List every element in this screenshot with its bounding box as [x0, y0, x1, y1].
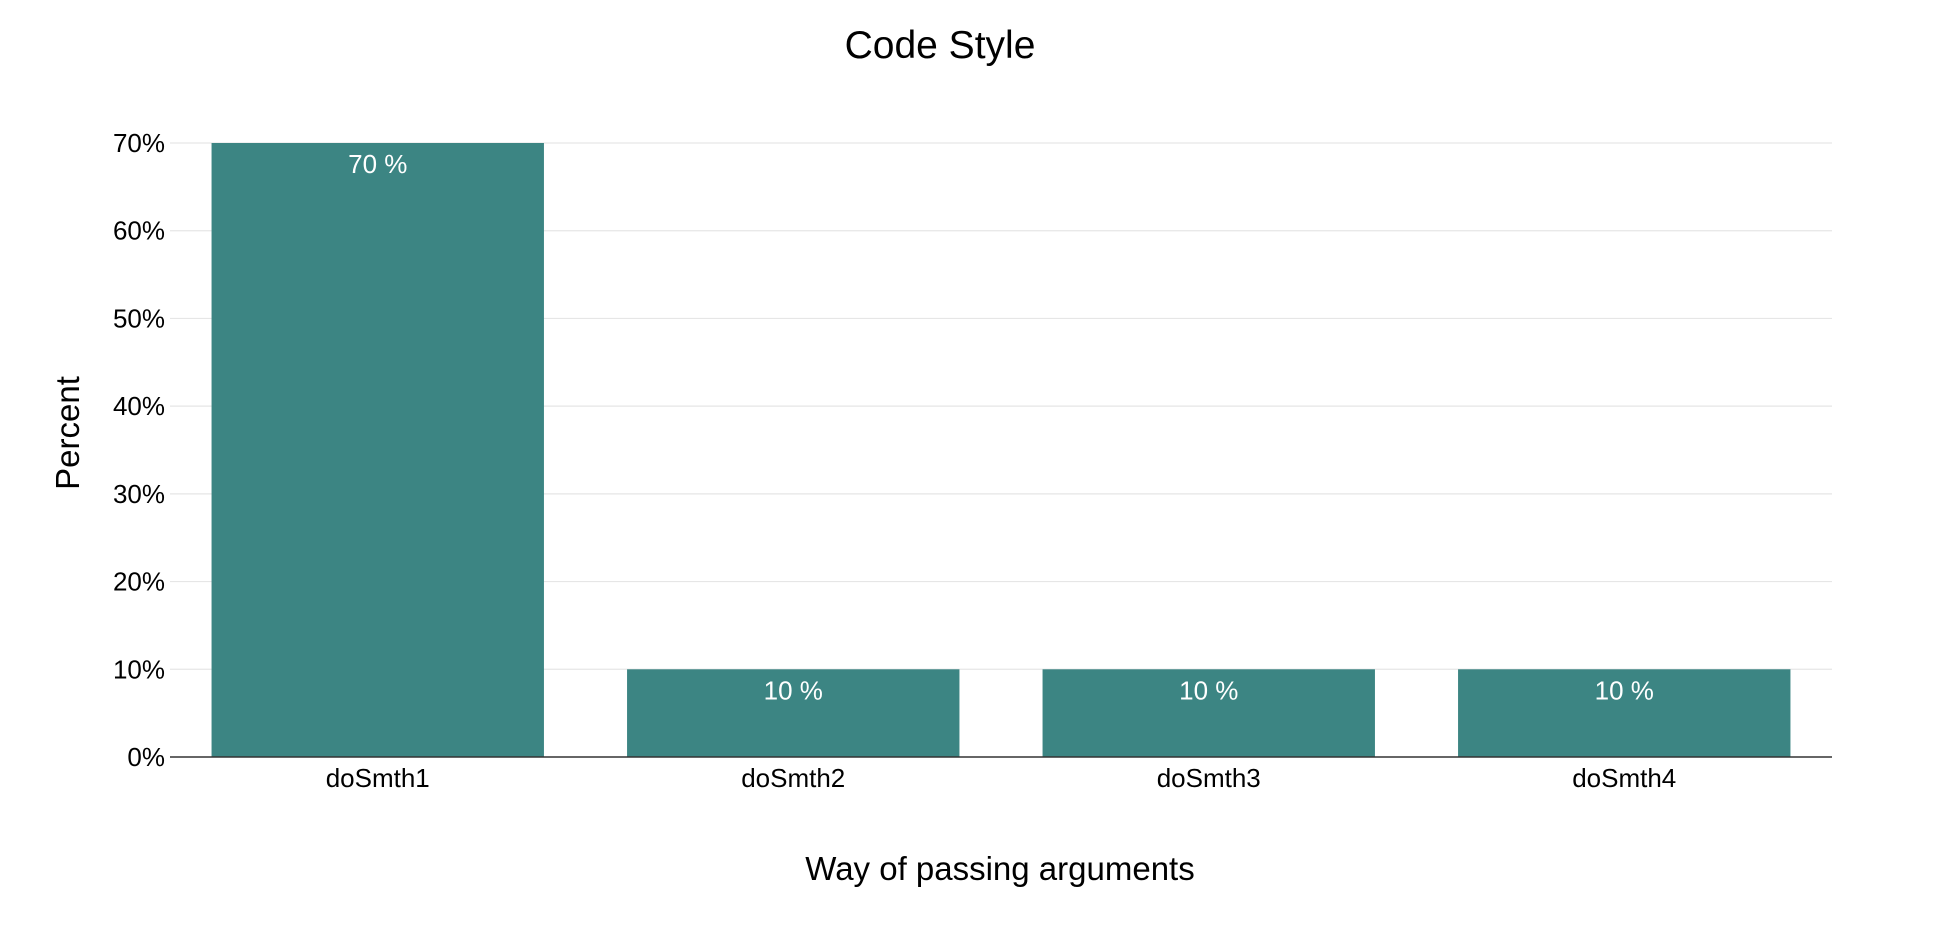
data-label: 10 %: [764, 675, 823, 705]
bar-doSmth4: [1458, 669, 1791, 757]
data-label: 10 %: [1179, 675, 1238, 705]
y-tick-label: 50%: [113, 303, 165, 333]
y-tick-label: 70%: [113, 128, 165, 158]
bar-doSmth3: [1042, 669, 1375, 757]
x-tick-label: doSmth3: [1157, 763, 1261, 793]
y-tick-label: 10%: [113, 654, 165, 684]
data-label: 10 %: [1595, 675, 1654, 705]
y-axis-title: Percent: [49, 376, 86, 490]
x-tick-label: doSmth4: [1572, 763, 1676, 793]
x-tick-label: doSmth1: [326, 763, 430, 793]
bar-doSmth2: [627, 669, 960, 757]
y-tick-label: 0%: [127, 742, 165, 772]
x-tick-label: doSmth2: [741, 763, 845, 793]
y-tick-label: 40%: [113, 391, 165, 421]
data-labels: 70 % 10 % 10 % 10 %: [348, 149, 1654, 705]
y-tick-label: 30%: [113, 479, 165, 509]
x-axis-title: Way of passing arguments: [805, 850, 1194, 887]
y-tick-label: 20%: [113, 567, 165, 597]
bars: [211, 143, 1791, 757]
data-label: 70 %: [348, 149, 407, 179]
bar-doSmth1: [211, 143, 544, 757]
y-tick-label: 60%: [113, 216, 165, 246]
y-axis-ticks: 0% 10% 20% 30% 40% 50% 60% 70%: [113, 128, 165, 772]
chart-title: Code Style: [845, 24, 1036, 67]
x-axis-ticks: doSmth1 doSmth2 doSmth3 doSmth4: [326, 763, 1677, 793]
